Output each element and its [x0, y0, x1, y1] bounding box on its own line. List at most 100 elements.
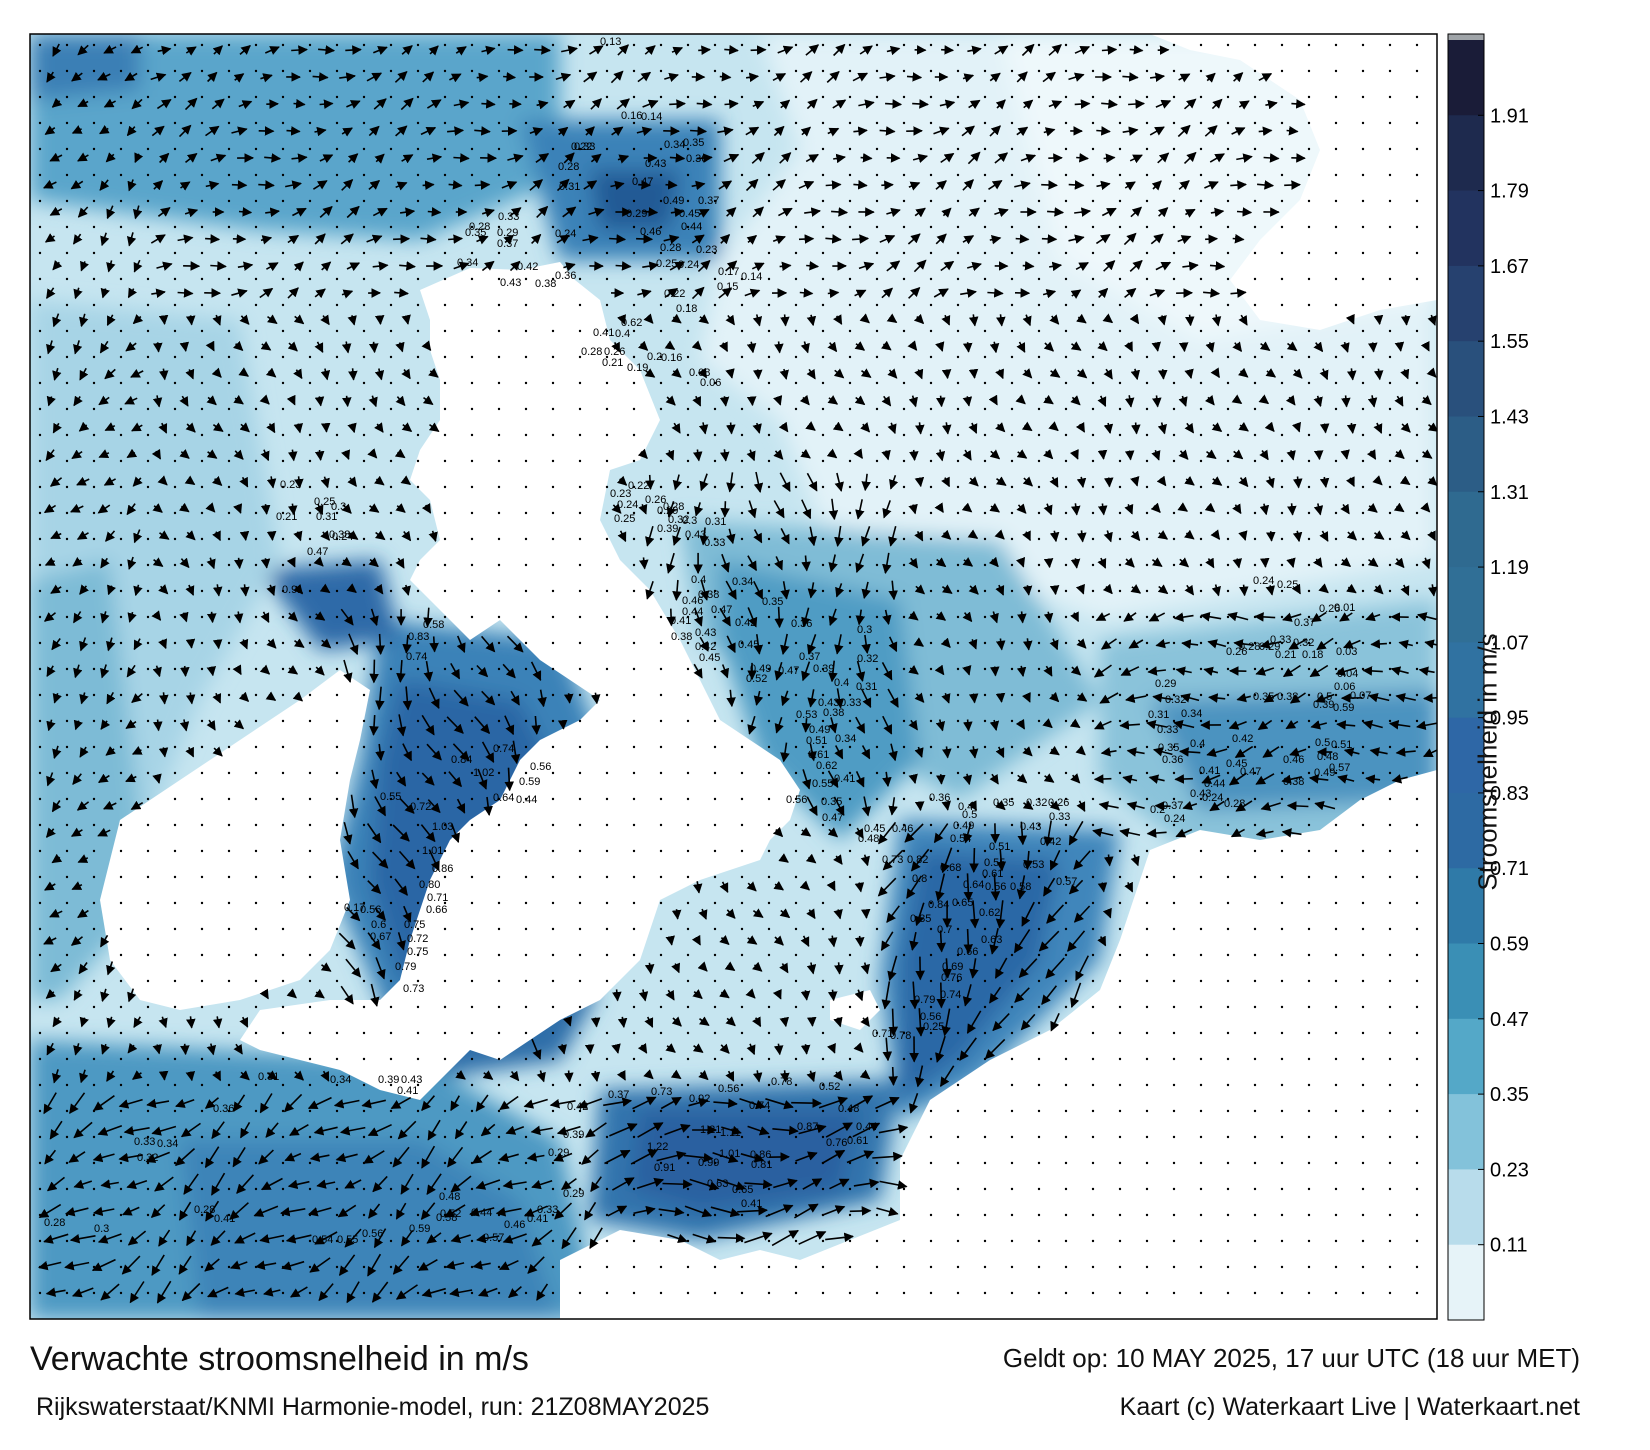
grid-dot	[308, 667, 312, 671]
grid-dot	[1253, 407, 1257, 411]
grid-dot	[1307, 225, 1311, 229]
grid-dot	[1280, 485, 1284, 489]
grid-dot	[848, 719, 852, 723]
grid-dot	[1253, 95, 1257, 99]
grid-dot	[1307, 1187, 1311, 1191]
grid-dot	[1388, 745, 1392, 749]
grid-dot	[1361, 1265, 1365, 1269]
current-arrow	[1103, 260, 1116, 272]
grid-dot	[1064, 251, 1068, 255]
grid-dot	[308, 1031, 312, 1035]
grid-dot	[92, 1291, 96, 1295]
current-arrow	[126, 232, 137, 247]
grid-dot	[956, 1057, 960, 1061]
grid-dot	[1253, 1213, 1257, 1217]
speed-label: 0.75	[404, 919, 425, 931]
grid-dot	[821, 979, 825, 983]
grid-dot	[173, 1005, 177, 1009]
grid-dot	[578, 433, 582, 437]
grid-dot	[65, 459, 69, 463]
current-arrow	[719, 234, 731, 245]
grid-dot	[1415, 95, 1419, 99]
grid-dot	[65, 485, 69, 489]
grid-dot	[1064, 277, 1068, 281]
map-plot-area: 0.910.830.580.740.721.031.010.860.800.71…	[30, 34, 1437, 1319]
grid-dot	[1118, 1239, 1122, 1243]
grid-dot	[1172, 1187, 1176, 1191]
grid-dot	[335, 511, 339, 515]
grid-dot	[443, 329, 447, 333]
grid-dot	[929, 407, 933, 411]
current-arrow	[1210, 367, 1220, 379]
grid-dot	[740, 615, 744, 619]
current-arrow	[780, 314, 790, 327]
grid-dot	[92, 979, 96, 983]
grid-dot	[1361, 641, 1365, 645]
current-arrow	[936, 395, 946, 408]
grid-dot	[1010, 667, 1014, 671]
current-arrow	[341, 127, 353, 137]
grid-dot	[146, 43, 150, 47]
current-arrow	[1157, 315, 1167, 326]
speed-label: 0.2	[647, 351, 662, 363]
grid-dot	[281, 1291, 285, 1295]
current-arrow	[616, 98, 630, 110]
grid-dot	[254, 199, 258, 203]
grid-dot	[1064, 745, 1068, 749]
grid-dot	[1199, 1109, 1203, 1113]
grid-dot	[92, 407, 96, 411]
grid-dot	[1280, 693, 1284, 697]
grid-dot	[92, 1083, 96, 1087]
grid-dot	[200, 1005, 204, 1009]
grid-dot	[1172, 303, 1176, 307]
grid-dot	[65, 771, 69, 775]
grid-dot	[254, 875, 258, 879]
grid-dot	[1226, 745, 1230, 749]
grid-dot	[281, 69, 285, 73]
grid-dot	[1010, 381, 1014, 385]
current-arrow	[669, 153, 686, 163]
current-arrow	[800, 126, 812, 137]
grid-dot	[308, 1187, 312, 1191]
grid-dot	[659, 485, 663, 489]
grid-dot	[65, 199, 69, 203]
grid-dot	[92, 355, 96, 359]
current-arrow	[804, 207, 821, 217]
current-arrow	[908, 395, 918, 408]
current-arrow	[719, 71, 732, 82]
grid-dot	[794, 1161, 798, 1165]
grid-dot	[38, 537, 42, 541]
grid-dot	[659, 1161, 663, 1165]
grid-dot	[308, 355, 312, 359]
colorbar-band	[1448, 1094, 1484, 1171]
grid-dot	[335, 797, 339, 801]
grid-dot	[1415, 459, 1419, 463]
current-arrow	[507, 153, 524, 163]
grid-dot	[1280, 719, 1284, 723]
grid-dot	[470, 953, 474, 957]
current-arrow	[157, 207, 171, 217]
grid-dot	[794, 875, 798, 879]
grid-dot	[767, 459, 771, 463]
grid-dot	[200, 615, 204, 619]
current-arrow	[185, 638, 196, 649]
grid-dot	[956, 225, 960, 229]
grid-dot	[1145, 1213, 1149, 1217]
grid-dot	[551, 1213, 555, 1217]
speed-label: 0.55	[380, 791, 401, 803]
grid-dot	[254, 537, 258, 541]
current-arrow	[719, 396, 730, 407]
grid-dot	[875, 1161, 879, 1165]
current-arrow	[369, 659, 379, 684]
speed-label: 0.38	[671, 631, 692, 643]
grid-dot	[821, 901, 825, 905]
grid-dot	[200, 251, 204, 255]
grid-dot	[983, 1187, 987, 1191]
grid-dot	[659, 511, 663, 515]
grid-dot	[848, 1213, 852, 1217]
grid-dot	[902, 745, 906, 749]
current-arrow	[529, 179, 544, 191]
grid-dot	[605, 121, 609, 125]
current-arrow	[1149, 126, 1165, 136]
grid-dot	[308, 1135, 312, 1139]
